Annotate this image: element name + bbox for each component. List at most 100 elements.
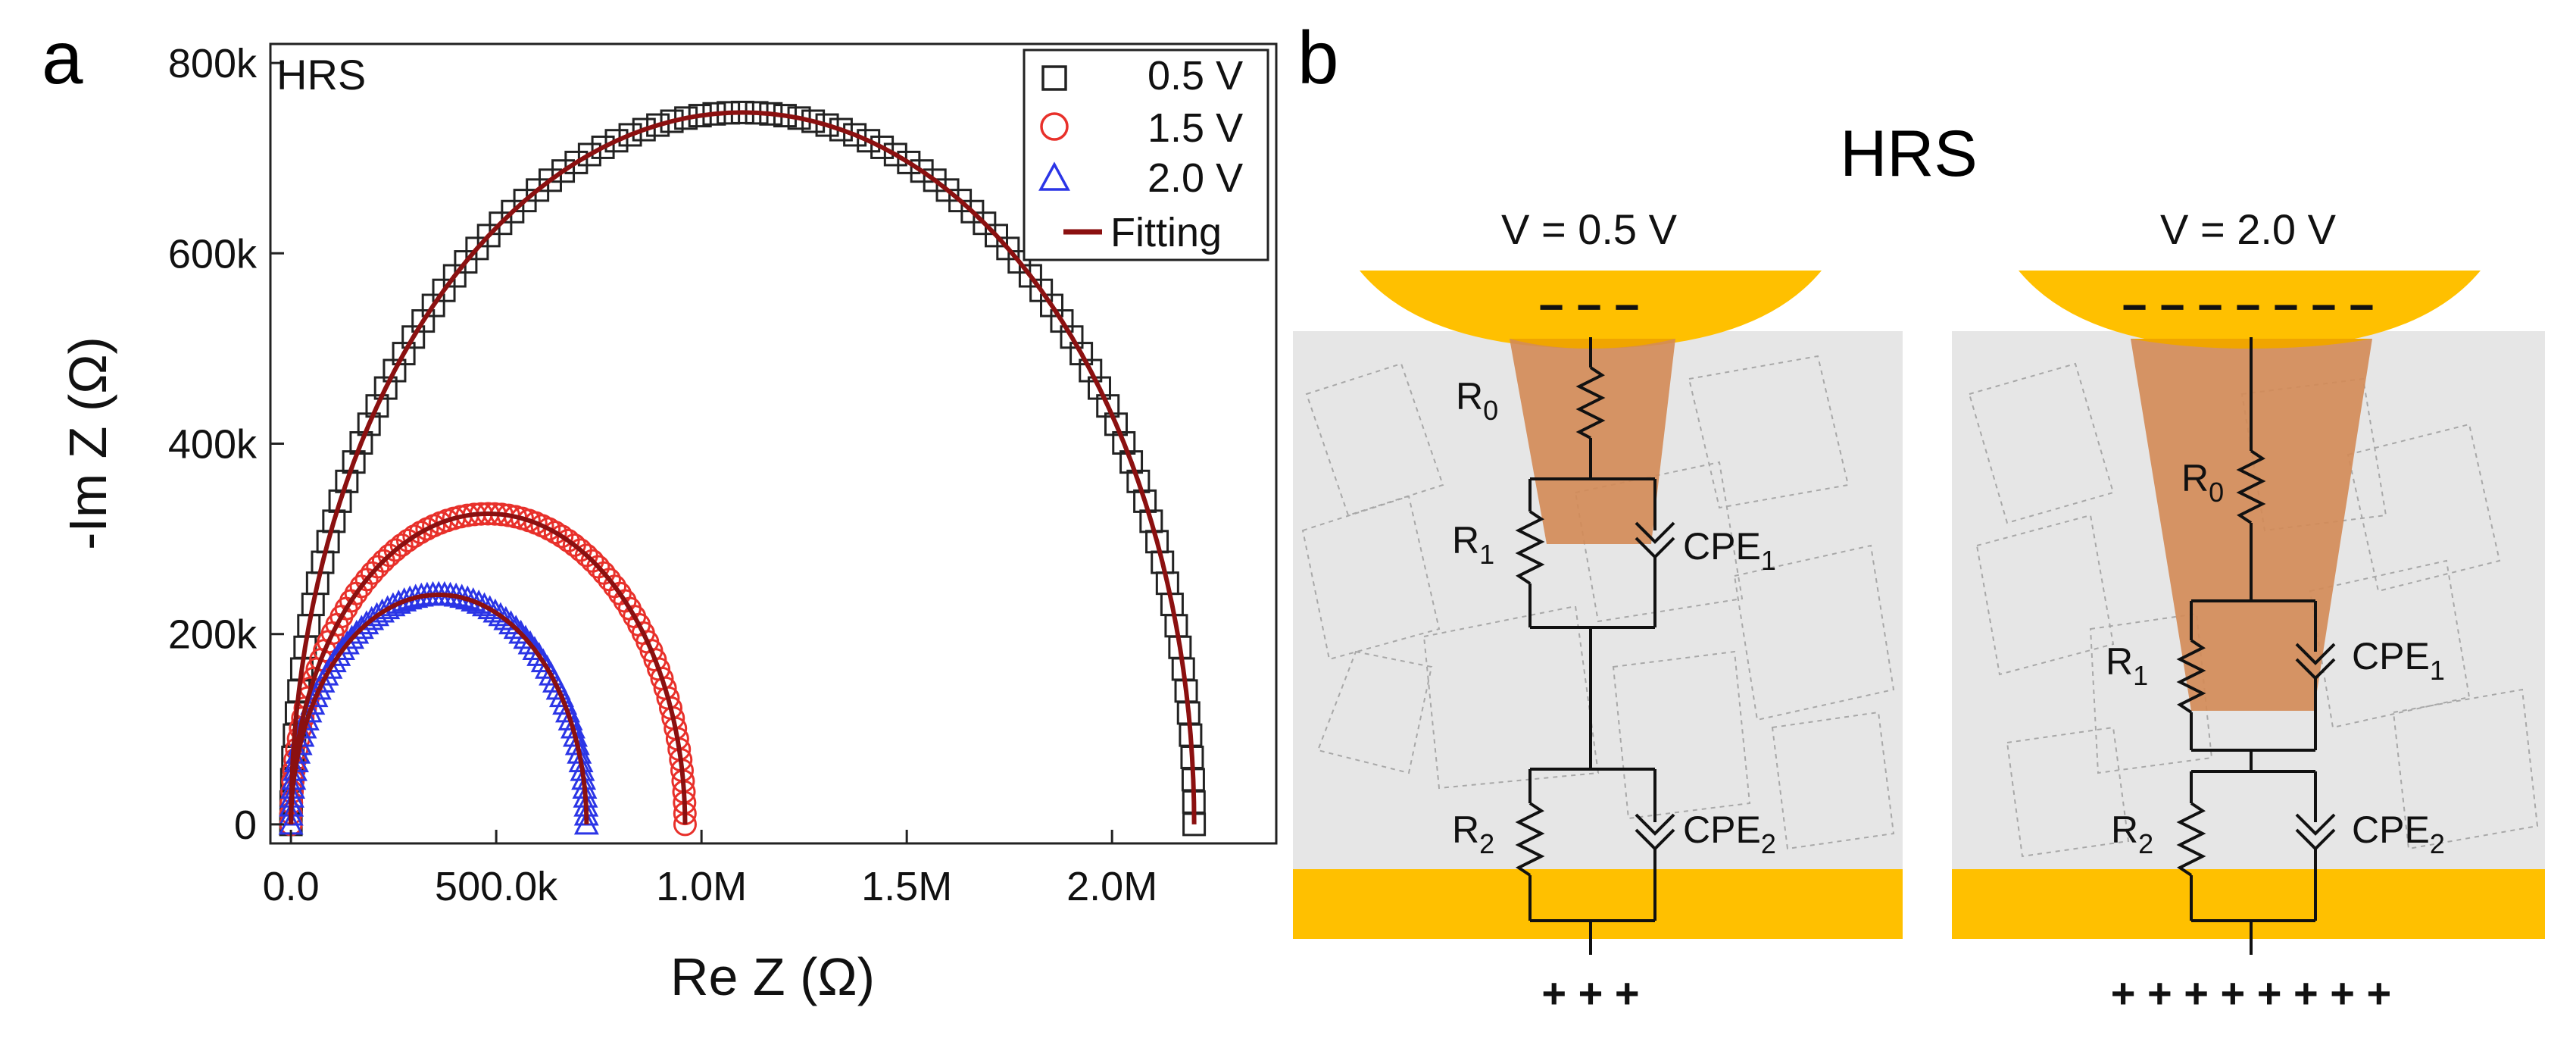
data-point-square xyxy=(335,469,359,493)
legend-label-20v: 2.0 V xyxy=(1147,155,1243,201)
data-point-square xyxy=(618,123,642,147)
bottom-electrode xyxy=(1952,869,2545,939)
data-point-square xyxy=(564,150,589,174)
legend-circle-icon xyxy=(1040,112,1069,141)
data-point-square xyxy=(1104,412,1128,436)
legend-square-icon xyxy=(1041,65,1067,91)
data-point-square xyxy=(349,430,373,455)
data-point-square xyxy=(357,412,381,436)
data-point-square xyxy=(365,394,389,418)
cpe1-label: CPE1 xyxy=(2352,635,2445,686)
r2-label: R2 xyxy=(2111,809,2153,859)
data-point-square xyxy=(829,117,853,142)
data-point-triangle xyxy=(513,624,539,649)
data-point-square xyxy=(373,376,398,400)
data-point-triangle xyxy=(517,630,543,655)
data-point-circle xyxy=(402,524,426,549)
data-point-square xyxy=(870,135,895,159)
r0-label: R0 xyxy=(2181,457,2224,508)
data-point-square xyxy=(1087,376,1111,400)
data-point-square xyxy=(328,489,352,513)
data-point-circle xyxy=(395,528,420,552)
data-point-square xyxy=(577,142,601,167)
data-point-square xyxy=(1069,342,1094,366)
y-tick-label: 200k xyxy=(168,612,258,658)
axes: 0.0 500.0k 1.0M 1.5M 2.0M 0 200k 400k 600k 800k xyxy=(168,41,1157,909)
panel-a-label: a xyxy=(42,16,83,99)
data-point-triangle xyxy=(560,714,585,739)
panel-b: b HRS V = 0.5 V − − − xyxy=(1293,16,2545,1017)
data-point-square xyxy=(604,129,629,153)
data-point-square xyxy=(646,113,670,137)
data-point-circle xyxy=(389,533,414,557)
x-tick-label: 500.0k xyxy=(435,864,558,909)
data-point-square xyxy=(973,211,997,236)
equivalent-circuit xyxy=(1515,337,1675,955)
data-point-square xyxy=(897,150,921,174)
data-point-square xyxy=(1119,450,1144,474)
panel-b-label: b xyxy=(1297,16,1339,99)
fitting-curves xyxy=(289,110,1197,824)
panel-a: a 0.0 500.0k 1.0M 1.5M 2.0M 0 200k 400k 600k 800k… xyxy=(42,16,1278,1006)
x-tick-label: 2.0M xyxy=(1066,864,1157,909)
data-point-square xyxy=(801,109,826,133)
voltage-label: V = 0.5 V xyxy=(1501,205,1678,253)
top-electrode xyxy=(2019,271,2481,349)
voltage-label: V = 2.0 V xyxy=(2160,205,2337,253)
top-charge: − − − xyxy=(1538,283,1640,332)
y-tick-label: 600k xyxy=(168,231,258,277)
x-tick-label: 0.0 xyxy=(263,864,320,909)
data-point-triangle xyxy=(573,810,599,835)
schematic-0-5v: V = 0.5 V − − − xyxy=(1293,205,1903,1017)
legend-box xyxy=(1023,48,1269,261)
conductive-filament xyxy=(1510,339,1675,544)
legend: 0.5 V 1.5 V 2.0 V Fitting xyxy=(1023,48,1269,261)
bottom-charge: + + + xyxy=(1541,969,1639,1017)
data-point-square xyxy=(815,113,839,137)
x-axis-label: Re Z (Ω) xyxy=(670,947,875,1006)
top-charge: − − − − − − − xyxy=(2122,283,2375,332)
equivalent-circuit xyxy=(2176,337,2336,955)
top-electrode xyxy=(1360,271,1822,349)
data-point-square xyxy=(1112,430,1136,455)
data-point-square xyxy=(382,358,407,383)
data-point-square xyxy=(1079,358,1103,383)
fit-line-20 xyxy=(289,592,589,824)
y-axis-label: -Im Z (Ω) xyxy=(58,336,117,550)
y-tick-label: 0 xyxy=(234,802,257,848)
data-point-square xyxy=(883,142,907,167)
legend-label-05v: 0.5 V xyxy=(1147,53,1243,99)
data-point-square xyxy=(857,129,881,153)
r2-label: R2 xyxy=(1452,809,1494,859)
data-point-circle xyxy=(550,524,574,549)
data-point-triangle xyxy=(503,615,529,640)
data-point-triangle xyxy=(557,706,583,730)
x-tick-label: 1.0M xyxy=(656,864,747,909)
schematic-2-0v: V = 2.0 V − − − − − − − xyxy=(1952,205,2545,1017)
data-point-square xyxy=(538,168,562,192)
data-point-triangle xyxy=(354,610,379,635)
data-point-square xyxy=(632,117,656,142)
r1-label: R1 xyxy=(2106,640,2148,691)
cpe1-label: CPE1 xyxy=(1683,525,1776,576)
electrode-contact xyxy=(1510,339,1675,349)
data-point-circle xyxy=(543,521,567,545)
data-point-triangle xyxy=(278,801,304,826)
legend-label-15v: 1.5 V xyxy=(1147,105,1243,151)
r1-label: R1 xyxy=(1452,519,1494,570)
data-point-square xyxy=(1126,469,1151,493)
y-tick-label: 400k xyxy=(168,422,258,468)
data-point-square xyxy=(476,224,501,248)
fit-line-05 xyxy=(289,110,1197,824)
panel-b-title: HRS xyxy=(1840,117,1978,190)
fit-line-15 xyxy=(289,511,688,824)
data-point-square xyxy=(342,450,366,474)
r0-label: R0 xyxy=(1456,375,1498,426)
data-point-square xyxy=(551,159,576,183)
data-point-square xyxy=(843,123,867,147)
data-point-triangle xyxy=(498,610,524,635)
bottom-charge: + + + + + + + + xyxy=(2111,969,2392,1017)
data-point-triangle xyxy=(348,615,374,640)
data-point-square xyxy=(1096,394,1120,418)
